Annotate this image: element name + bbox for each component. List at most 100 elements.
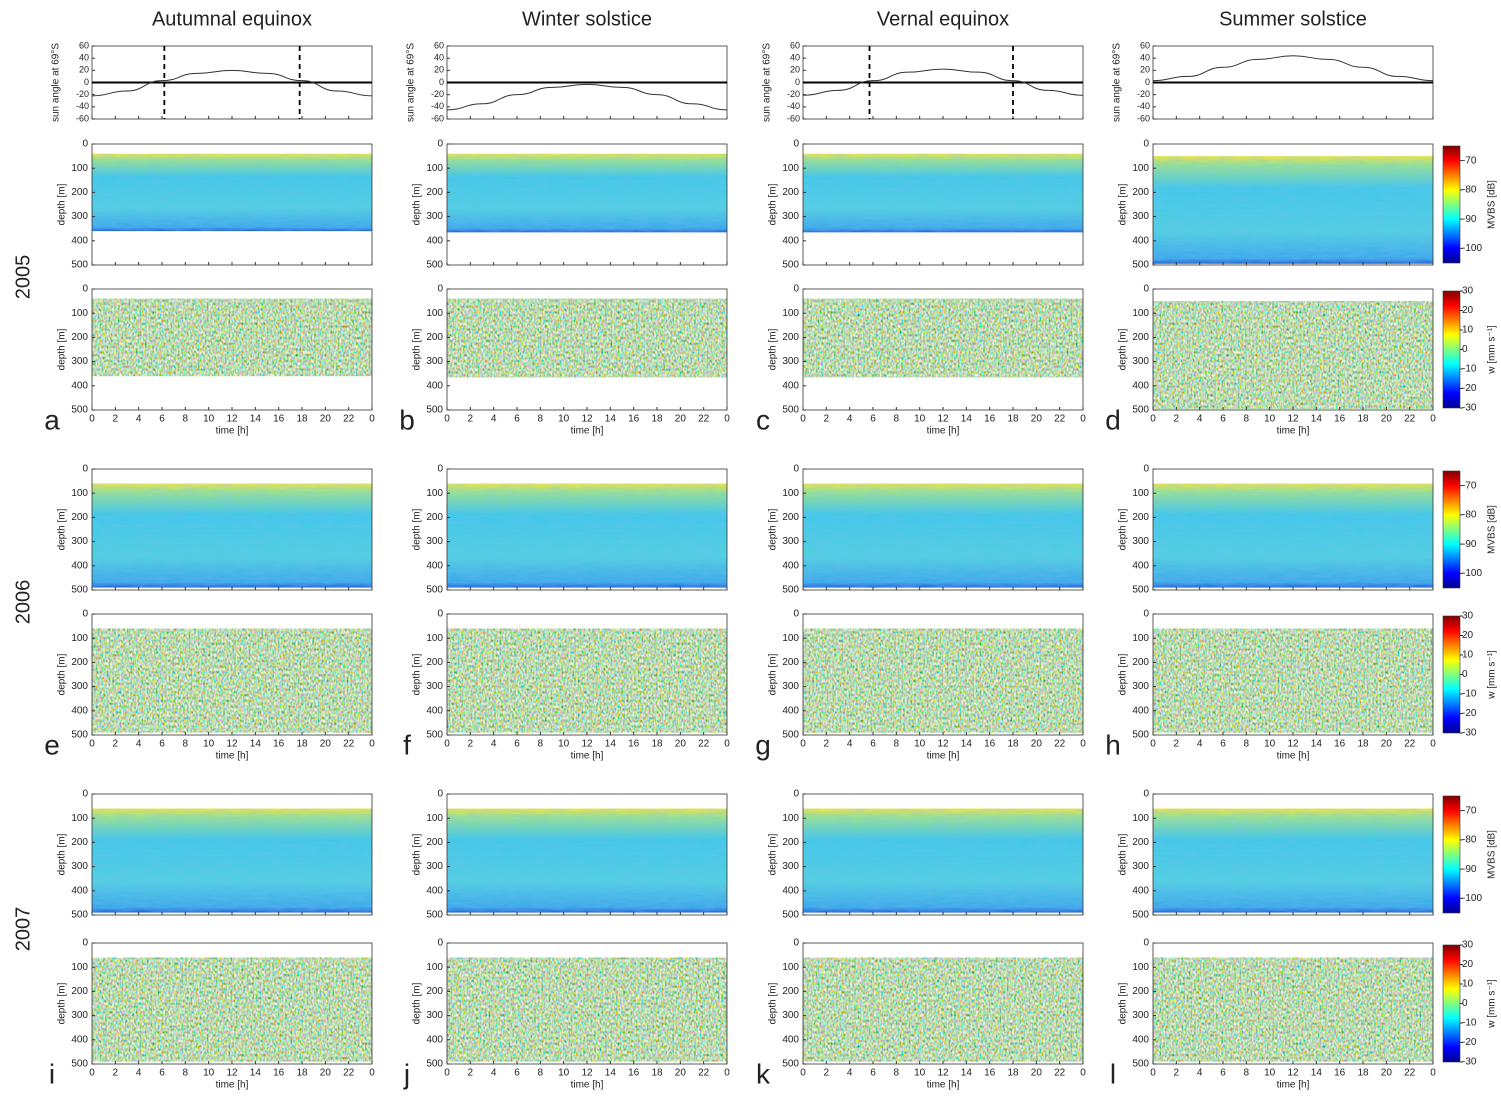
x-tick-label: 0 — [1150, 414, 1156, 425]
y-tick-label: 100 — [426, 488, 443, 499]
colorbar — [1442, 944, 1461, 1063]
y-tick-label: 500 — [426, 405, 443, 416]
velocity-texture — [1153, 301, 1433, 409]
x-tick-label: 10 — [1264, 739, 1276, 750]
y-axis-label: depth [m] — [768, 508, 779, 550]
y-tick-label: 100 — [1132, 163, 1149, 174]
x-tick-label: 0 — [444, 739, 450, 750]
sun-curve — [802, 68, 1084, 96]
y-tick-label: 500 — [1132, 730, 1149, 741]
panel-letter: l — [1110, 1058, 1116, 1089]
x-tick-label: 20 — [320, 739, 332, 750]
y-tick-label: 0 — [437, 284, 443, 295]
velocity-texture — [447, 628, 727, 733]
x-tick-label: 18 — [1007, 1068, 1019, 1079]
colorbar-tick-label: -70 — [1462, 155, 1477, 166]
x-tick-label: 4 — [847, 1068, 853, 1079]
panel-letter: k — [756, 1058, 771, 1089]
y-tick-label: 100 — [782, 813, 799, 824]
y-axis-label: depth [m] — [412, 833, 423, 875]
x-tick-label: 22 — [698, 739, 710, 750]
x-tick-label: 4 — [136, 1068, 142, 1079]
y-tick-label: 400 — [1132, 380, 1149, 391]
x-tick-label: 6 — [159, 414, 165, 425]
colorbar-label: MVBS [dB] — [1487, 505, 1498, 554]
colorbar-tick-label: -10 — [1462, 1018, 1477, 1029]
y-axis-label: depth [m] — [1118, 653, 1129, 695]
x-tick-label: 2 — [824, 1068, 830, 1079]
x-tick-label: 0 — [1080, 739, 1086, 750]
x-tick-label: 0 — [89, 1068, 95, 1079]
x-tick-label: 12 — [581, 739, 593, 750]
y-tick-label: 400 — [426, 560, 443, 571]
y-tick-label: 300 — [1132, 211, 1149, 222]
y-tick-label: 300 — [426, 1010, 443, 1021]
y-tick-label: 200 — [782, 332, 799, 343]
y-tick-label: 400 — [426, 235, 443, 246]
y-axis-label: depth [m] — [768, 183, 779, 225]
x-tick-label: 18 — [296, 1068, 308, 1079]
x-tick-label: 20 — [320, 1068, 332, 1079]
panel-letter: b — [399, 404, 415, 435]
x-tick-label: 20 — [320, 414, 332, 425]
x-tick-label: 8 — [183, 414, 189, 425]
y-tick-label: 0 — [793, 284, 799, 295]
y-tick-label: 100 — [782, 962, 799, 973]
y-tick-label: 0 — [82, 789, 88, 800]
y-axis-label: depth [m] — [412, 183, 423, 225]
x-tick-label: 16 — [984, 414, 996, 425]
x-tick-label: 22 — [1404, 739, 1416, 750]
y-tick-label: 100 — [1132, 633, 1149, 644]
colorbar-label: w [mm s⁻¹] — [1487, 979, 1498, 1029]
x-tick-label: 6 — [870, 1068, 876, 1079]
echogram-texture — [447, 808, 727, 913]
x-tick-label: 2 — [468, 1068, 474, 1079]
x-tick-label: 4 — [491, 414, 497, 425]
colorbar-tick-label: 0 — [1462, 344, 1468, 355]
y-axis-label: depth [m] — [1118, 183, 1129, 225]
x-tick-label: 18 — [651, 414, 663, 425]
x-tick-label: 2 — [824, 414, 830, 425]
x-tick-label: 6 — [1220, 414, 1226, 425]
x-tick-label: 6 — [159, 1068, 165, 1079]
x-tick-label: 4 — [136, 414, 142, 425]
y-axis-label: sun angle at 69°S — [406, 43, 417, 122]
x-tick-label: 14 — [250, 739, 262, 750]
y-tick-label: 300 — [71, 681, 88, 692]
y-tick-label: 300 — [71, 211, 88, 222]
x-tick-label: 20 — [675, 1068, 687, 1079]
y-tick-label: 500 — [1132, 260, 1149, 271]
y-tick-label: 300 — [426, 681, 443, 692]
y-tick-label: 200 — [71, 332, 88, 343]
y-tick-label: 100 — [71, 163, 88, 174]
y-axis-label: depth [m] — [412, 328, 423, 370]
x-tick-label: 20 — [675, 414, 687, 425]
y-tick-label: 400 — [71, 705, 88, 716]
y-tick-label: 200 — [71, 187, 88, 198]
y-tick-label: 500 — [426, 1059, 443, 1070]
y-tick-label: 400 — [71, 885, 88, 896]
x-tick-label: 22 — [343, 739, 355, 750]
colorbar-tick-label: -70 — [1462, 480, 1477, 491]
colorbar-tick-label: -90 — [1462, 539, 1477, 550]
year-label: 2007 — [12, 907, 34, 952]
x-tick-label: 4 — [847, 739, 853, 750]
colorbar-tick-label: -100 — [1462, 568, 1482, 579]
echogram-texture — [803, 153, 1083, 233]
y-axis-label: depth [m] — [57, 183, 68, 225]
colorbar-tick-label: -80 — [1462, 510, 1477, 521]
x-tick-label: 0 — [724, 1068, 730, 1079]
y-tick-label: 60 — [790, 40, 800, 50]
y-axis-label: depth [m] — [768, 328, 779, 370]
y-tick-label: -60 — [787, 113, 800, 123]
x-tick-label: 22 — [1054, 414, 1066, 425]
y-tick-label: 200 — [1132, 512, 1149, 523]
x-tick-label: 14 — [1311, 1068, 1323, 1079]
x-tick-label: 10 — [558, 414, 570, 425]
colorbar-label: w [mm s⁻¹] — [1487, 650, 1498, 700]
colorbar-tick-label: -70 — [1462, 805, 1477, 816]
x-tick-label: 4 — [1197, 1068, 1203, 1079]
y-tick-label: 0 — [1143, 609, 1149, 620]
colorbar-label: w [mm s⁻¹] — [1487, 325, 1498, 375]
colorbar-tick-label: 0 — [1462, 669, 1468, 680]
